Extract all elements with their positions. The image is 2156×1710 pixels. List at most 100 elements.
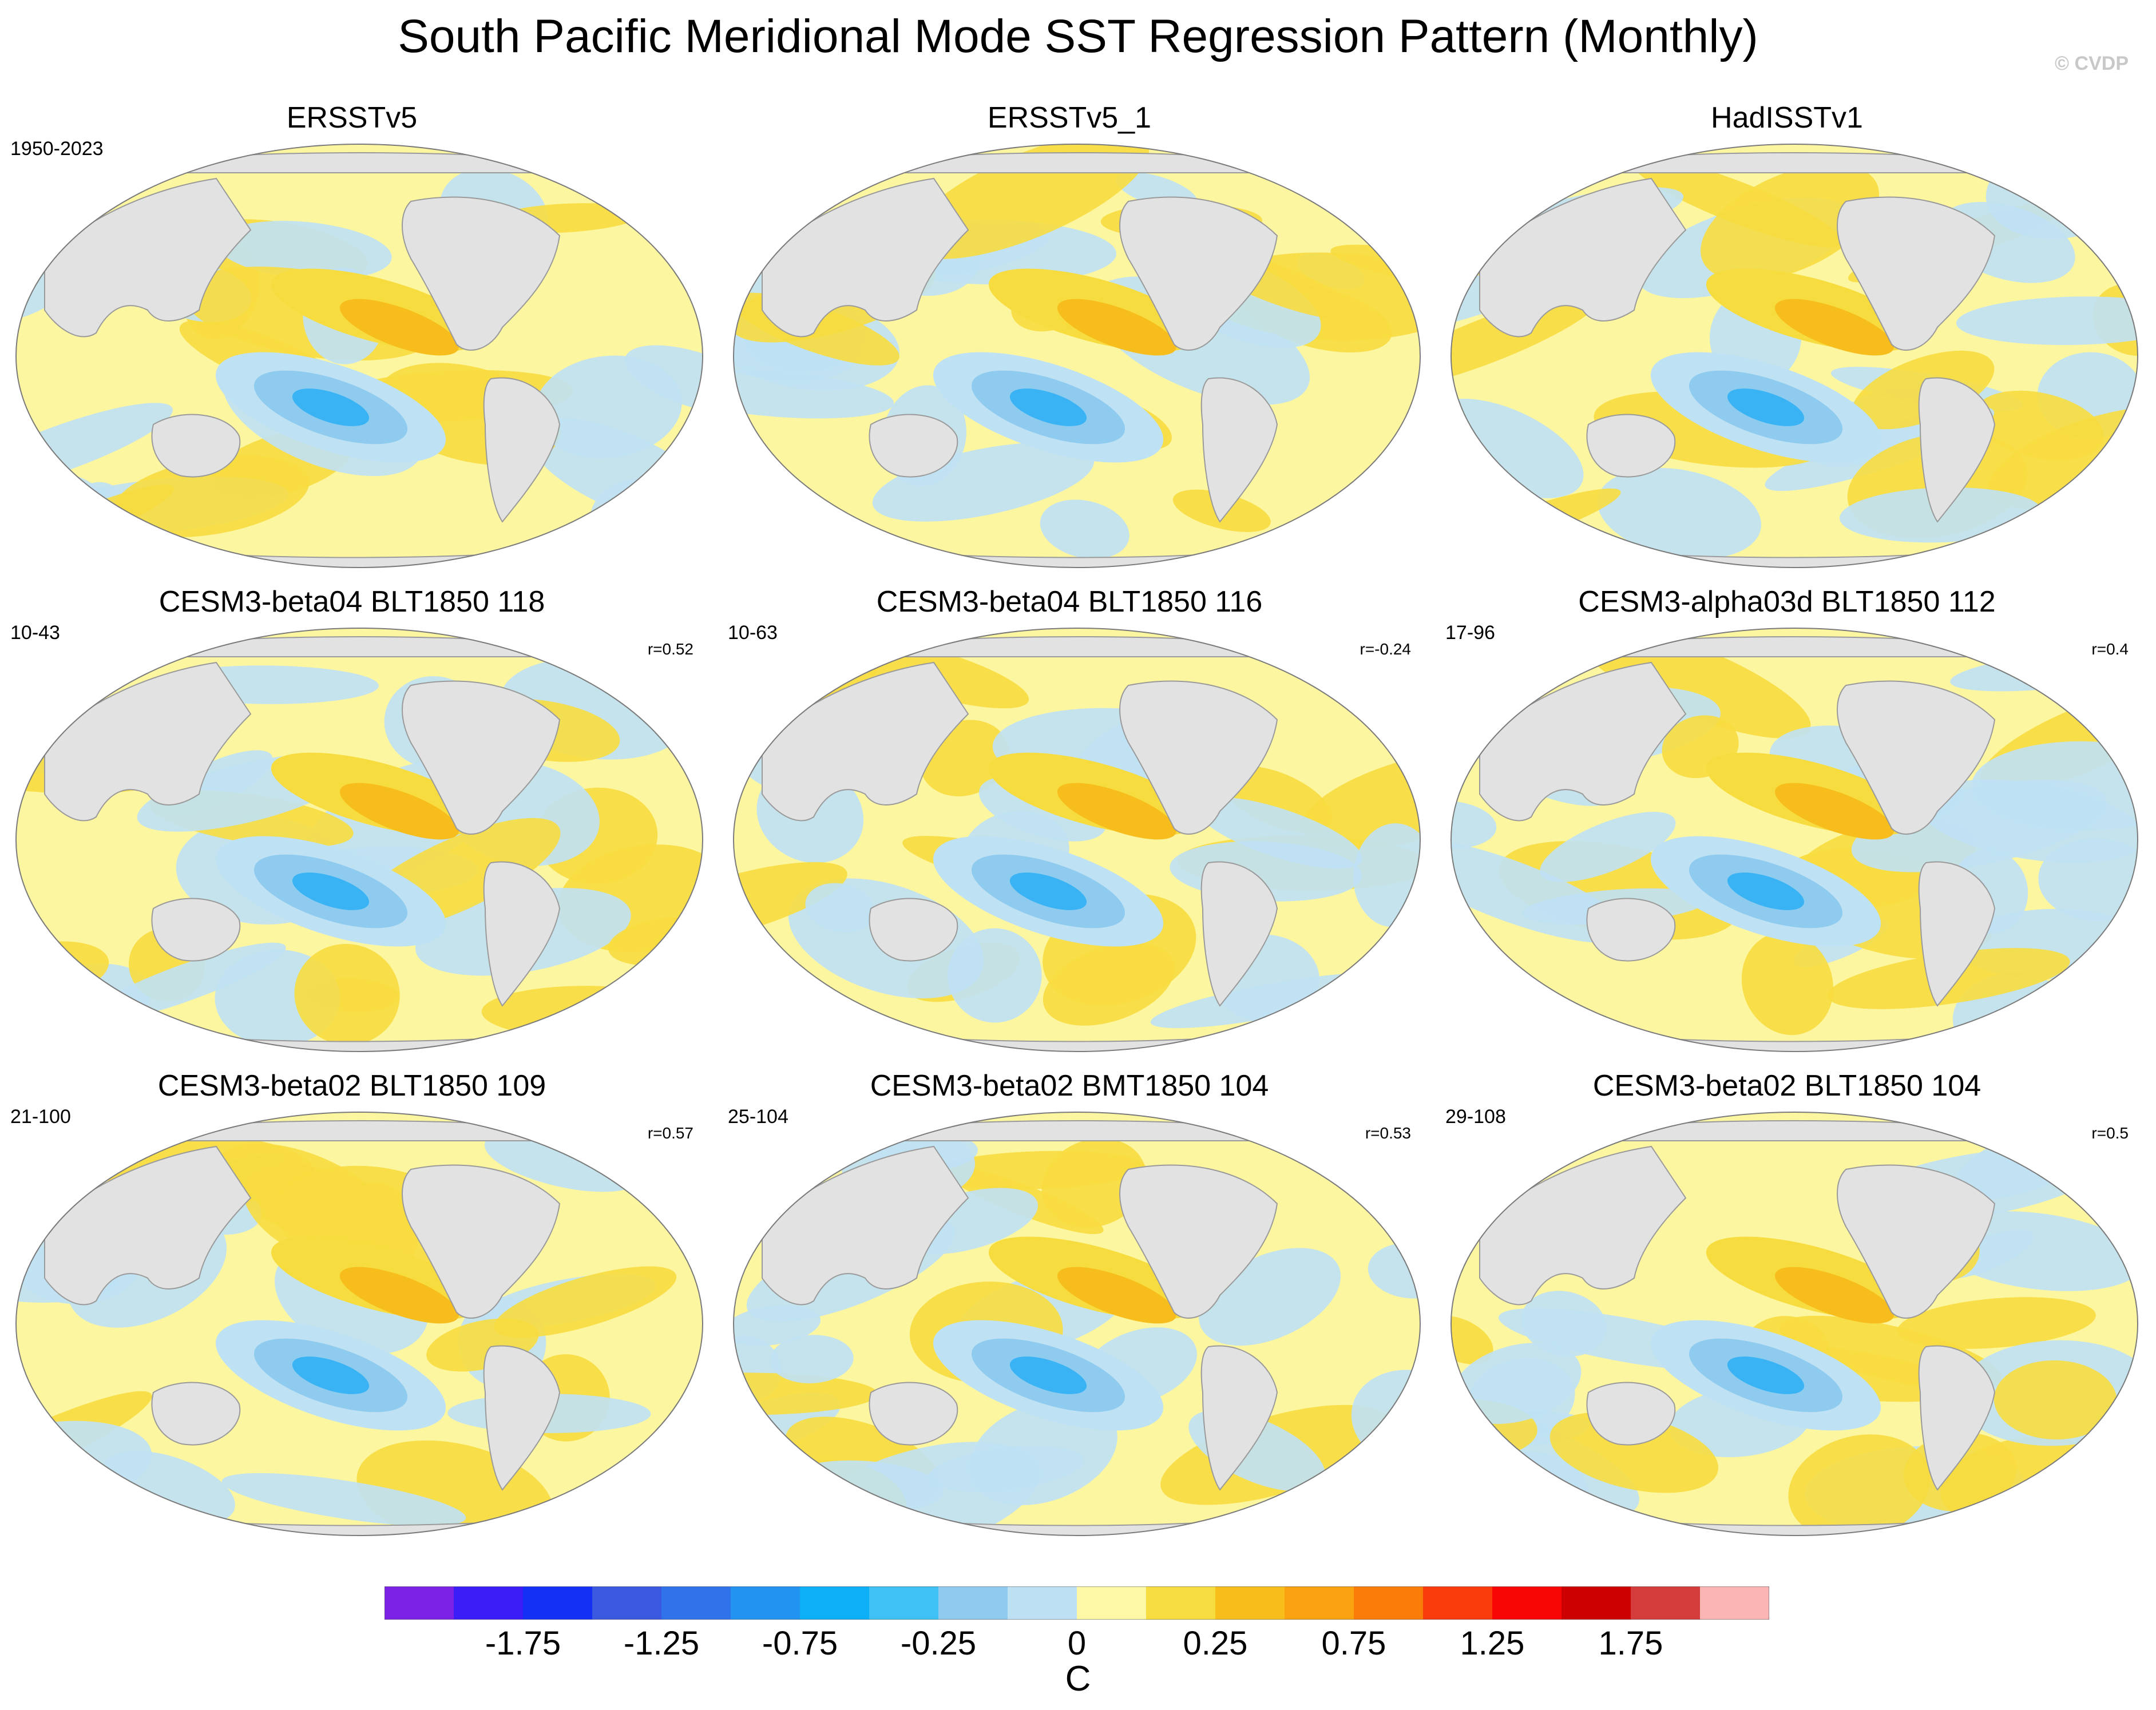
globe-outline xyxy=(15,144,703,568)
sst-anomaly-patch xyxy=(1451,1316,1493,1364)
sst-anomaly-patch xyxy=(624,345,703,414)
sst-anomaly-patch xyxy=(805,883,875,933)
period-label: 1950-2023 xyxy=(10,138,104,160)
period-label: 21-100 xyxy=(10,1106,71,1128)
correlation-label: r=0.53 xyxy=(1365,1124,1411,1142)
panel-8: CESM3-beta02 BMT1850 104 25-104 r=0.53 xyxy=(718,1069,1421,1536)
land-mass xyxy=(483,377,561,523)
land-mass xyxy=(44,661,252,822)
globe-outline xyxy=(1450,628,2138,1052)
cold-tongue-core xyxy=(1009,388,1087,426)
sst-anomaly-patch xyxy=(1788,1434,1931,1536)
panel-title: HadISSTv1 xyxy=(1711,101,1863,134)
sst-map xyxy=(15,628,703,1052)
map-field xyxy=(16,144,703,568)
colorbar-swatch xyxy=(800,1586,870,1620)
sst-anomaly-patch xyxy=(928,1446,1084,1492)
period-label: 17-96 xyxy=(1445,622,1495,644)
panel-5: CESM3-beta04 BLT1850 116 10-63 r=-0.24 xyxy=(718,585,1421,1052)
sst-anomaly-patch xyxy=(770,1335,854,1383)
land-mass xyxy=(869,898,958,962)
colorbar-tick-label: -0.75 xyxy=(762,1625,838,1662)
panel-4: CESM3-beta04 BLT1850 118 10-43 r=0.52 xyxy=(0,585,704,1052)
land-mass xyxy=(402,680,561,835)
sst-anomaly-patch xyxy=(948,928,1042,1023)
globe-outline xyxy=(15,628,703,1052)
sst-anomaly-patch xyxy=(734,862,847,947)
panel-2: ERSSTv5_1 xyxy=(718,101,1421,568)
colorbar-swatch xyxy=(1146,1586,1216,1620)
sst-anomaly-patch xyxy=(1040,499,1129,559)
map-field xyxy=(1451,144,2138,568)
sst-anomaly-patch xyxy=(1451,291,1602,389)
land-mass xyxy=(402,1164,561,1319)
colorbar-tick-label: 0 xyxy=(1067,1625,1087,1662)
sst-anomaly-patch xyxy=(1897,1297,2096,1349)
colorbar-swatch xyxy=(938,1586,1008,1620)
panel-title: CESM3-beta02 BLT1850 104 xyxy=(1592,1069,1981,1102)
sst-anomaly-patch xyxy=(534,355,682,459)
land-mass xyxy=(44,177,252,338)
panel-title: CESM3-beta02 BMT1850 104 xyxy=(870,1069,1269,1102)
sst-anomaly-patch xyxy=(1597,467,1761,560)
map-field xyxy=(734,1112,1420,1536)
land-mass xyxy=(1918,1345,1996,1491)
panel-7: CESM3-beta02 BLT1850 109 21-100 r=0.57 xyxy=(0,1069,704,1536)
sst-map xyxy=(15,1112,703,1536)
land-mass xyxy=(762,661,969,822)
warm-core xyxy=(339,299,459,356)
colorbar-tick-label: -1.25 xyxy=(623,1625,700,1662)
period-label: 10-43 xyxy=(10,622,60,644)
sst-anomaly-patch xyxy=(294,943,400,1045)
sst-anomaly-patch xyxy=(484,1130,641,1192)
warm-core xyxy=(339,1267,459,1324)
land-mass xyxy=(1200,861,1278,1007)
land-mass xyxy=(1918,377,1996,523)
sst-anomaly-patch xyxy=(1451,800,1497,849)
sst-map xyxy=(1450,1112,2138,1536)
sst-map xyxy=(1450,628,2138,1052)
globe-outline xyxy=(733,144,1421,568)
sst-map xyxy=(733,628,1421,1052)
land-mass xyxy=(151,1382,241,1446)
land-mass xyxy=(869,1382,958,1446)
panel-title: CESM3-alpha03d BLT1850 112 xyxy=(1578,585,1996,618)
sst-anomaly-patch xyxy=(1917,779,2138,863)
colorbar-swatch xyxy=(592,1586,662,1620)
map-field xyxy=(16,1112,703,1536)
sst-map xyxy=(1450,144,2138,568)
panel-9: CESM3-beta02 BLT1850 104 29-108 r=0.5 xyxy=(1435,1069,2139,1536)
correlation-label: r=0.4 xyxy=(2091,640,2129,658)
colorbar-swatch xyxy=(1285,1586,1354,1620)
sst-anomaly-patch xyxy=(221,1473,466,1526)
land-mass xyxy=(1837,196,1996,351)
land-mass xyxy=(483,1345,561,1491)
sst-anomaly-patch xyxy=(734,370,894,419)
colorbar-tick-label: -1.75 xyxy=(485,1625,561,1662)
globe-outline xyxy=(1450,144,2138,568)
cold-tongue-core xyxy=(1727,1356,1805,1394)
land-mass xyxy=(1200,1345,1278,1491)
colorbar-tick-label: 0.25 xyxy=(1183,1625,1248,1662)
sst-anomaly-patch xyxy=(16,403,173,493)
map-field xyxy=(734,628,1420,1052)
globe-outline xyxy=(1450,1112,2138,1536)
period-label: 29-108 xyxy=(1445,1106,1506,1128)
warm-core xyxy=(1057,299,1177,356)
warm-core xyxy=(1774,1267,1895,1324)
cold-tongue-core xyxy=(292,872,370,910)
sst-anomaly-patch xyxy=(1222,765,1333,833)
land-mass xyxy=(1119,1164,1278,1319)
land-mass xyxy=(1586,414,1676,478)
land-mass xyxy=(762,1145,969,1306)
cold-tongue-core xyxy=(1009,1356,1087,1394)
cold-tongue-core xyxy=(1727,872,1805,910)
land-mass xyxy=(1479,177,1687,338)
land-mass xyxy=(1119,680,1278,835)
colorbar-swatch xyxy=(1492,1586,1562,1620)
warm-core xyxy=(1057,783,1177,840)
globe-outline xyxy=(733,628,1421,1052)
colorbar xyxy=(385,1586,1769,1620)
colorbar-swatch xyxy=(869,1586,939,1620)
map-field xyxy=(734,144,1420,568)
